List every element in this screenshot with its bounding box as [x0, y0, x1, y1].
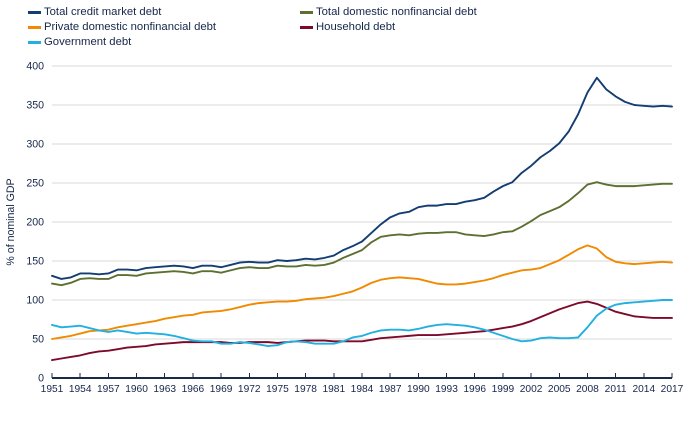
y-tick-label: 400	[26, 61, 44, 73]
legend-label: Total credit market debt	[44, 6, 162, 18]
x-tick-label: 1975	[266, 384, 289, 395]
y-tick-label: 300	[26, 139, 44, 151]
gridlines	[52, 65, 672, 340]
series-line-household-debt	[51, 300, 673, 362]
x-tick-label: 2005	[548, 384, 571, 395]
legend-swatch-icon	[300, 11, 313, 15]
series-line-government-debt	[51, 299, 673, 347]
x-tick-label: 1987	[379, 384, 402, 395]
data-series-group	[51, 76, 673, 362]
y-tick-label: 0	[38, 373, 44, 385]
x-tick-label: 1957	[97, 384, 120, 395]
y-axis-tick-labels: 0 50 100 150 200 250 300 350 400	[26, 61, 44, 385]
series-line-total-domestic-nonfinancial-debt	[51, 181, 673, 287]
x-tick-label: 1990	[407, 384, 430, 395]
x-tick-label: 1963	[153, 384, 176, 395]
x-tick-label: 1951	[41, 384, 64, 395]
chart-legend: Total credit market debt Total domestic …	[0, 0, 700, 52]
y-tick-label: 200	[26, 217, 44, 229]
x-tick-label: 2002	[520, 384, 543, 395]
y-tick-label: 100	[26, 295, 44, 307]
series-line-total-credit-market-debt	[51, 76, 673, 280]
legend-item-total-credit-market-debt: Total credit market debt	[28, 6, 162, 18]
legend-label: Household debt	[316, 21, 396, 33]
x-tick-label: 1972	[238, 384, 261, 395]
legend-item-private-domestic-nonfinancial-debt: Private domestic nonfinancial debt	[28, 21, 217, 33]
legend-label: Government debt	[44, 36, 132, 48]
y-tick-label: 50	[32, 334, 44, 346]
series-line-private-domestic-nonfinancial-debt	[51, 244, 673, 340]
legend-item-total-domestic-nonfinancial-debt: Total domestic nonfinancial debt	[300, 6, 477, 18]
x-tick-label: 2008	[576, 384, 599, 395]
y-axis-title: % of nominal GDP	[5, 178, 17, 265]
y-tick-label: 350	[26, 100, 44, 112]
x-tick-label: 1954	[69, 384, 92, 395]
chart-svg: 0 50 100 150 200 250 300 350 400 1951 1954 1957 196…	[5, 61, 684, 395]
x-tick-label: 1966	[182, 384, 205, 395]
legend-swatch-icon	[28, 26, 41, 30]
legend-swatch-icon	[300, 26, 313, 30]
legend-swatch-icon	[28, 41, 41, 45]
x-tick-label: 1969	[210, 384, 233, 395]
line-chart-plot: 0 50 100 150 200 250 300 350 400 1951 1954 1957 196…	[0, 52, 700, 421]
x-tick-label: 1978	[294, 384, 317, 395]
y-tick-label: 150	[26, 256, 44, 268]
x-tick-label: 2011	[605, 384, 627, 395]
x-tick-label: 1984	[351, 384, 374, 395]
legend-item-household-debt: Household debt	[300, 21, 396, 33]
x-tick-label: 1960	[125, 384, 148, 395]
y-axis-title-text: % of nominal GDP	[5, 178, 17, 265]
x-tick-label: 2014	[632, 384, 655, 395]
x-tick-label: 1993	[435, 384, 458, 395]
legend-item-government-debt: Government debt	[28, 36, 132, 48]
legend-swatch-icon	[28, 11, 41, 15]
x-tick-label: 1996	[463, 384, 486, 395]
x-axis	[51, 373, 673, 379]
x-axis-tick-labels: 1951 1954 1957 1960 1963 1966 1969 1972 1975 1978…	[41, 384, 684, 395]
x-tick-label: 1981	[322, 384, 345, 395]
x-tick-label: 1999	[492, 384, 515, 395]
legend-label: Private domestic nonfinancial debt	[44, 21, 217, 33]
legend-label: Total domestic nonfinancial debt	[316, 6, 477, 18]
y-tick-label: 250	[26, 178, 44, 190]
x-tick-label: 2017	[661, 384, 684, 395]
